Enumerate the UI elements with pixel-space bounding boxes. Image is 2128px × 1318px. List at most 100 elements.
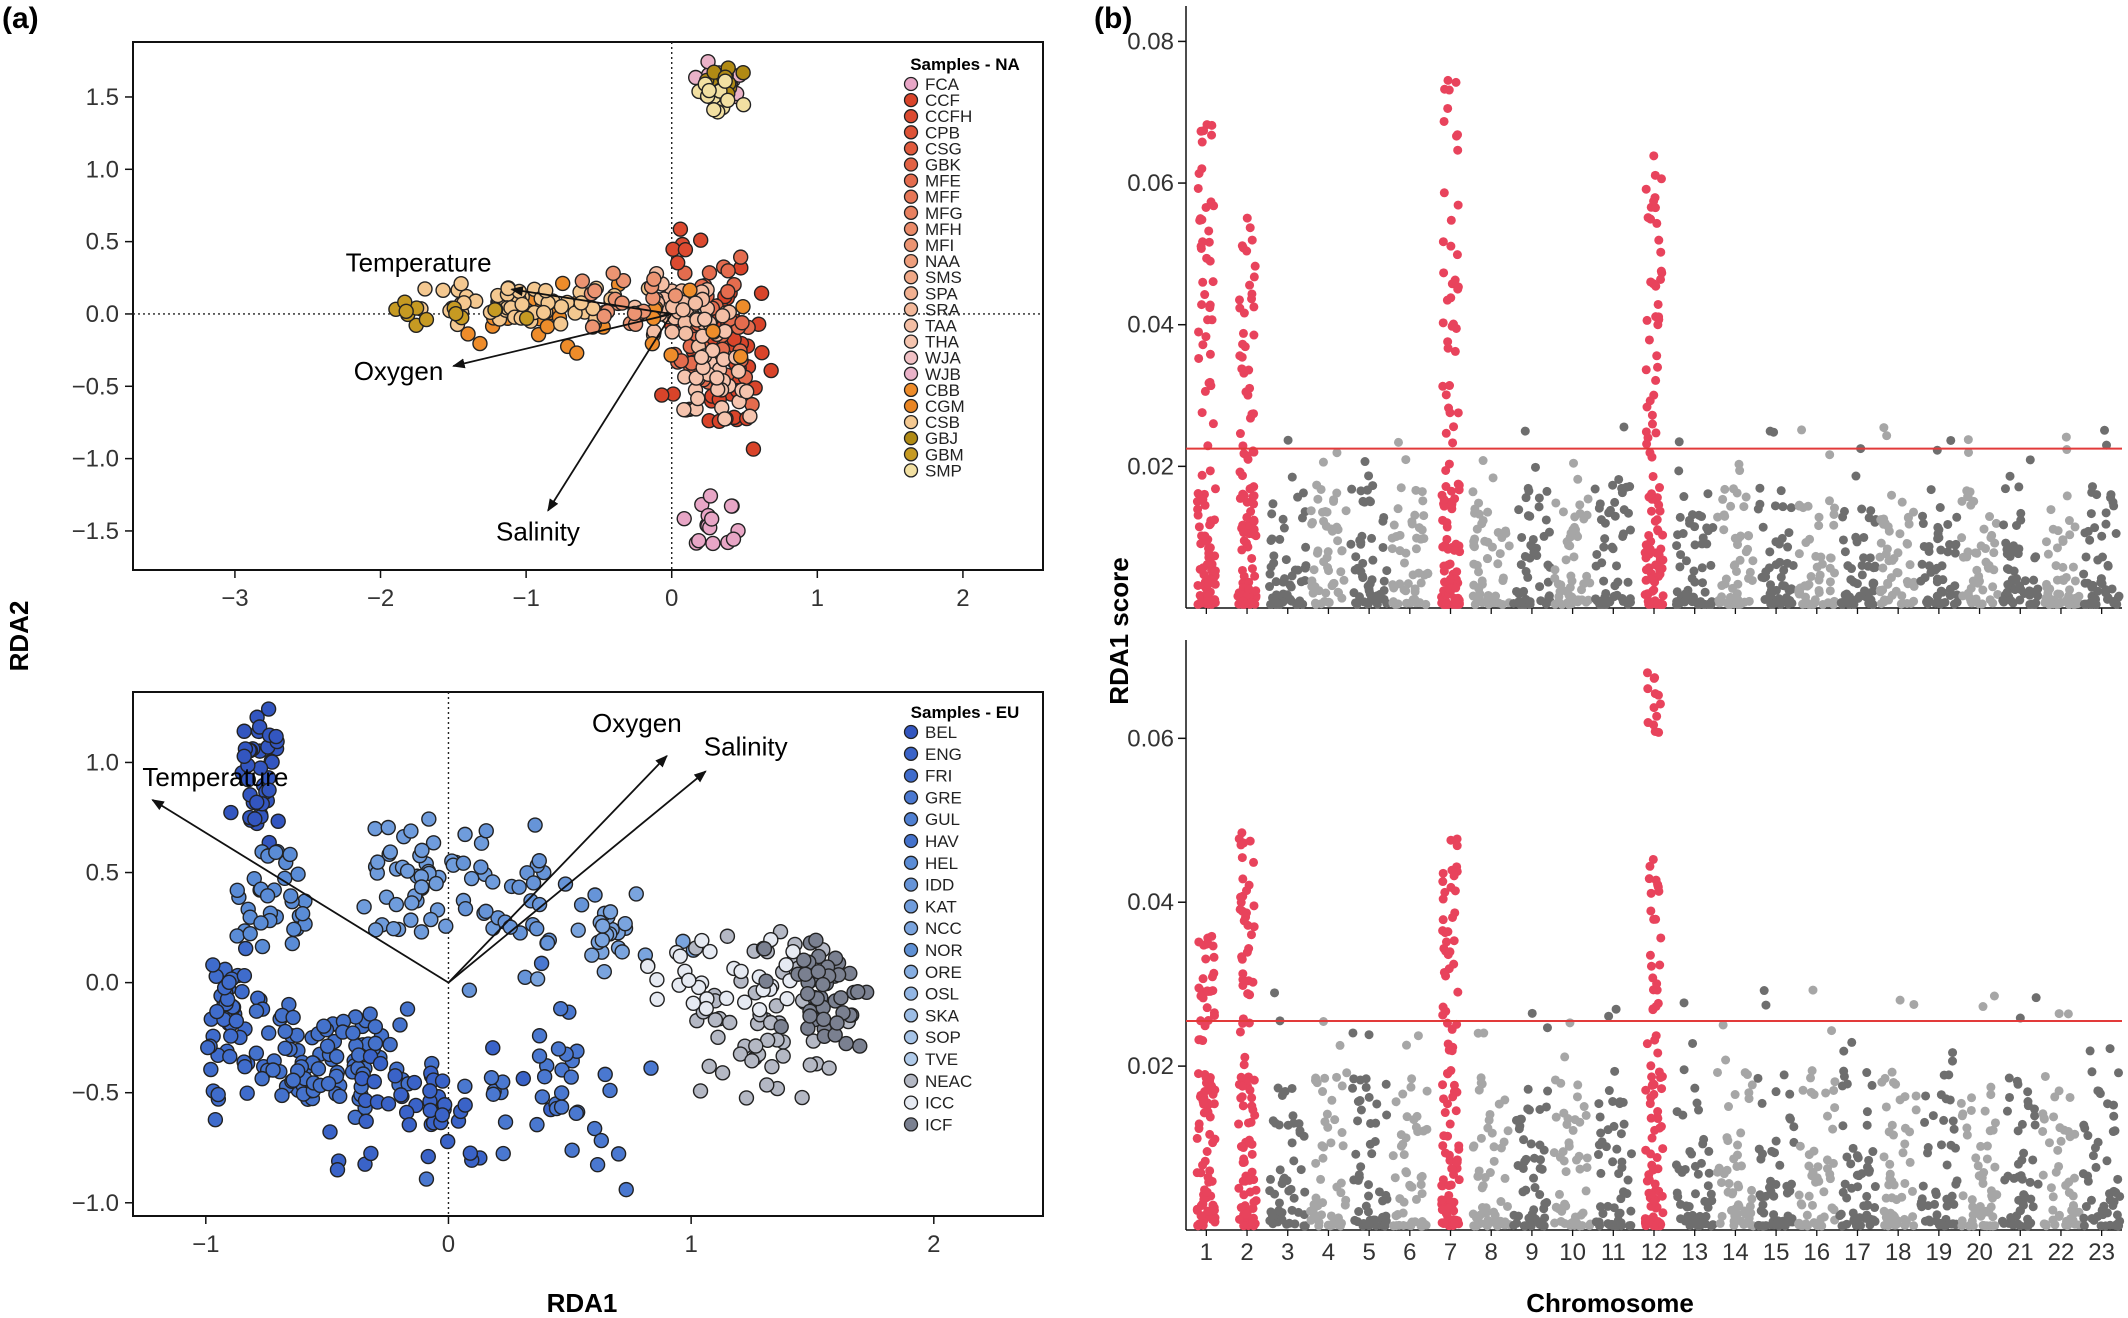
rda_eu-point <box>751 1001 768 1018</box>
rda_eu-legend-label: TVE <box>925 1050 958 1069</box>
rda_eu-point <box>563 1069 579 1085</box>
manhattan_bottom-xtick-label: 3 <box>1281 1239 1294 1266</box>
manhattan_top-snp-point <box>1882 544 1892 554</box>
manhattan_top-outlier-point <box>1195 215 1205 225</box>
manhattan_top-snp-point <box>1696 599 1706 609</box>
manhattan_top-snp-point <box>1250 571 1260 581</box>
rda_na-point <box>725 531 742 547</box>
rda_eu-point <box>529 1116 545 1133</box>
rda_na-point <box>672 221 689 237</box>
manhattan_top-snp-point <box>1550 565 1560 575</box>
rda_eu-point <box>457 1078 473 1095</box>
manhattan_bottom-outlier-point <box>1239 1060 1249 1070</box>
manhattan_bottom-snp-point <box>1361 1074 1371 1084</box>
rda_na-point <box>738 383 755 400</box>
manhattan_bottom-snp-point <box>2068 1200 2078 1210</box>
manhattan_bottom-snp-point <box>1287 1083 1297 1093</box>
manhattan_bottom-xtick-label: 10 <box>1559 1239 1586 1266</box>
manhattan_top-snp-point <box>1388 580 1398 590</box>
manhattan_bottom-snp-point <box>1678 1110 1688 1120</box>
manhattan_bottom-snp-point <box>1327 1095 1337 1105</box>
manhattan_top-snp-point <box>1706 599 1716 609</box>
manhattan_top-snp-point <box>1558 507 1568 517</box>
manhattan_bottom-snp-point <box>1807 1066 1817 1076</box>
rda_eu-point <box>596 964 612 980</box>
manhattan_bottom-snp-point <box>1337 1081 1347 1091</box>
manhattan_bottom-snp-point <box>1313 1213 1323 1223</box>
manhattan_bottom-snp-point <box>1439 1219 1449 1229</box>
manhattan_bottom-snp-point <box>1891 1079 1901 1089</box>
rda_eu-point <box>392 1017 408 1033</box>
manhattan_top-snp-point <box>1570 512 1580 522</box>
manhattan_bottom-snp-point <box>1918 1181 1928 1191</box>
manhattan_bottom-snp-point <box>1806 1073 1816 1083</box>
manhattan_bottom-snp-point <box>2062 1217 2072 1227</box>
manhattan_bottom-snp-point <box>2023 1087 2033 1097</box>
manhattan_bottom-snp-point <box>1971 1153 1981 1163</box>
manhattan_top-snp-point <box>1267 509 1277 519</box>
manhattan_bottom-snp-point <box>1989 991 1999 1001</box>
rda_na-point <box>690 533 707 549</box>
rda_eu-legend-swatch <box>903 746 919 761</box>
rda_eu-point <box>852 1038 868 1054</box>
manhattan_top-snp-point <box>1583 494 1593 504</box>
rda_na-point <box>745 441 762 457</box>
manhattan_bottom-snp-point <box>1192 1133 1202 1143</box>
manhattan_bottom-snp-point <box>1247 1101 1257 1111</box>
manhattan_top-snp-point <box>2062 491 2072 501</box>
manhattan_bottom-outlier-point <box>1646 888 1656 898</box>
manhattan_bottom-snp-point <box>1524 1105 1534 1115</box>
manhattan_top-snp-point <box>1419 511 1429 521</box>
manhattan_bottom-snp-point <box>1930 1199 1940 1209</box>
manhattan_top-snp-point <box>1324 598 1334 608</box>
manhattan_top-outlier-point <box>1198 277 1208 287</box>
manhattan_top-snp-point <box>1765 591 1775 601</box>
manhattan_bottom-snp-point <box>2053 1145 2063 1155</box>
rda_eu-point <box>423 911 439 928</box>
rda_eu-point <box>511 879 527 895</box>
rda_na-arrow <box>510 286 672 315</box>
rda_na-arrow-label: Salinity <box>496 517 580 547</box>
manhattan_bottom-snp-point <box>1438 1141 1448 1151</box>
rda_eu-point <box>403 823 419 839</box>
rda_eu-arrow-label: Oxygen <box>592 708 682 738</box>
manhattan_top-snp-point <box>1478 456 1488 466</box>
manhattan_bottom-xtick-label: 21 <box>2007 1239 2034 1266</box>
manhattan_bottom-snp-point <box>1982 1141 1992 1151</box>
manhattan_bottom-snp-point <box>1877 1077 1887 1087</box>
rda_na-point <box>453 275 469 292</box>
rda_eu-point <box>497 1114 514 1130</box>
manhattan_bottom-snp-point <box>1364 1180 1374 1190</box>
rda_na-point <box>730 363 747 380</box>
manhattan_bottom-snp-point <box>1452 1157 1462 1167</box>
manhattan_bottom-snp-point <box>1810 1172 1820 1182</box>
manhattan_bottom-snp-point <box>1535 1140 1545 1150</box>
manhattan_top-snp-point <box>1469 541 1479 551</box>
rda_na-point <box>720 92 736 108</box>
manhattan_bottom-snp-point <box>2031 993 2041 1003</box>
manhattan_bottom-snp-point <box>1842 1152 1852 1162</box>
manhattan_bottom-snp-point <box>1289 1156 1299 1166</box>
manhattan_top-snp-point <box>1839 506 1849 516</box>
rda_na-point <box>552 316 569 332</box>
manhattan_bottom-snp-point <box>1848 1143 1858 1153</box>
manhattan_bottom-xtick-label: 15 <box>1763 1239 1790 1266</box>
manhattan_top-snp-point <box>1619 505 1629 515</box>
rda_eu-legend-label: KAT <box>925 897 957 916</box>
manhattan_top-snp-point <box>1933 522 1943 532</box>
manhattan_top-outlier-point <box>1647 410 1657 420</box>
manhattan_bottom-snp-point <box>1747 1080 1757 1090</box>
rda_eu-point <box>850 984 866 1000</box>
manhattan_top-snp-point <box>1543 577 1553 587</box>
manhattan_top-snp-point <box>1359 597 1369 607</box>
manhattan_top-snp-point <box>1306 506 1316 516</box>
manhattan_top-snp-point <box>1423 568 1433 578</box>
manhattan_bottom-snp-point <box>1785 1114 1795 1124</box>
rda_eu-legend-label: GUL <box>925 810 960 829</box>
manhattan_bottom-snp-point <box>1769 1210 1779 1220</box>
manhattan_bottom-outlier-point <box>1646 906 1656 916</box>
manhattan_bottom-snp-point <box>1724 1102 1734 1112</box>
rda_na-point <box>675 302 691 318</box>
manhattan_top-snp-point <box>1512 586 1522 596</box>
manhattan_bottom-snp-point <box>2087 1067 2097 1077</box>
